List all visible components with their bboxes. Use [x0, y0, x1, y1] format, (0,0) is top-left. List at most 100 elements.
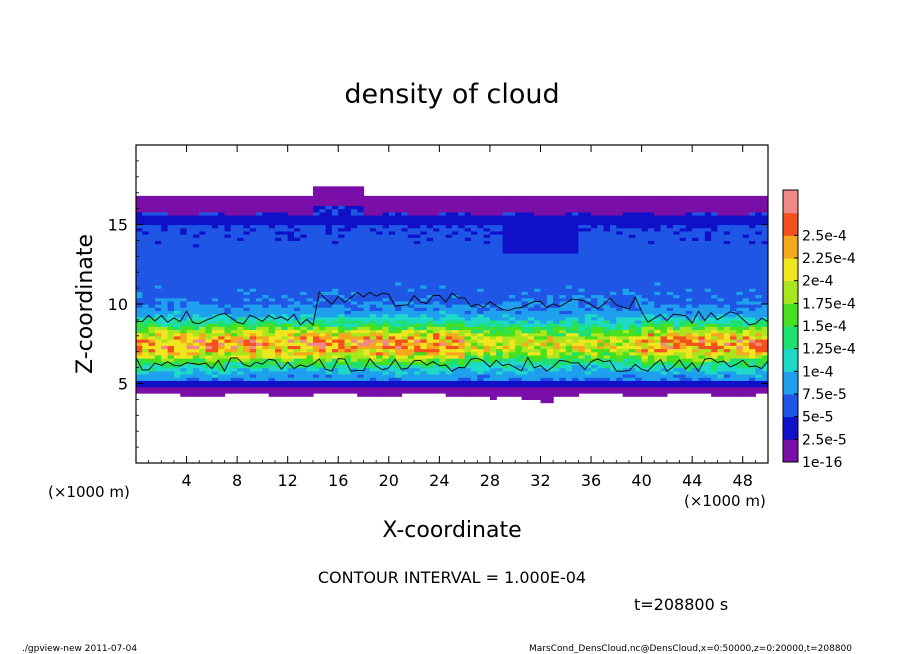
heat-cell — [186, 354, 194, 359]
heat-cell — [534, 272, 542, 276]
heat-cell — [167, 383, 175, 388]
heat-cell — [407, 208, 415, 213]
heat-cell — [420, 370, 428, 375]
heat-cell — [224, 377, 232, 381]
heat-cell — [211, 288, 219, 292]
heat-cell — [572, 234, 579, 238]
heat-cell — [470, 332, 478, 337]
heat-cell — [483, 262, 491, 267]
heat-cell — [211, 380, 219, 385]
heat-cell — [319, 243, 327, 248]
heat-cell — [376, 291, 384, 296]
heat-cell — [148, 265, 156, 270]
heat-cell — [426, 348, 434, 353]
heat-cell — [445, 224, 453, 229]
heat-cell — [445, 275, 453, 280]
heat-cell — [376, 348, 384, 353]
heat-cell — [325, 361, 333, 366]
heat-cell — [199, 288, 207, 292]
heat-cell — [420, 310, 428, 315]
heat-cell — [521, 230, 529, 235]
heat-cell — [572, 370, 579, 375]
heat-cell — [521, 323, 529, 327]
heat-cell — [199, 256, 207, 261]
heat-cell — [154, 297, 162, 302]
heat-cell — [534, 259, 542, 264]
heat-cell — [161, 218, 169, 222]
heat-cell — [319, 208, 327, 213]
heat-cell — [546, 386, 554, 391]
heat-cell — [508, 246, 516, 251]
heat-cell — [369, 240, 377, 245]
heat-cell — [622, 237, 630, 241]
heat-cell — [565, 380, 573, 385]
heat-cell — [591, 195, 598, 200]
heat-cell — [287, 275, 295, 280]
heat-cell — [154, 288, 162, 292]
heat-cell — [249, 291, 257, 296]
heat-cell — [154, 281, 162, 286]
heat-cell — [148, 370, 156, 375]
heat-cell — [167, 364, 175, 369]
heat-cell — [470, 367, 478, 372]
heat-cell — [211, 358, 219, 362]
heat-cell — [325, 319, 333, 324]
heat-cell — [338, 338, 346, 343]
heat-cell — [439, 288, 447, 292]
heat-cell — [458, 367, 466, 372]
heat-cell — [281, 288, 289, 292]
heat-cell — [439, 278, 447, 283]
heat-cell — [407, 348, 415, 353]
heat-cell — [452, 240, 459, 245]
heat-cell — [540, 361, 548, 366]
heat-cell — [483, 383, 491, 388]
heat-cell — [515, 351, 523, 356]
heat-cell — [603, 227, 611, 232]
heat-cell — [496, 342, 504, 346]
heat-cell — [458, 348, 466, 353]
heat-cell — [572, 249, 579, 254]
heat-cell — [306, 348, 314, 353]
heat-cell — [382, 278, 390, 283]
heat-cell — [407, 272, 415, 276]
heat-cell — [565, 358, 573, 362]
heat-cell — [395, 316, 403, 321]
heat-cell — [173, 380, 181, 385]
heat-cell — [180, 326, 188, 331]
heat-cell — [483, 335, 491, 340]
heat-cell — [287, 316, 295, 321]
heat-cell — [591, 319, 598, 324]
heat-cell — [325, 265, 333, 270]
heat-cell — [452, 288, 459, 292]
heat-cell — [559, 307, 567, 311]
heat-cell — [534, 262, 542, 267]
heat-cell — [249, 316, 257, 321]
heat-cell — [515, 316, 523, 321]
heat-cell — [616, 281, 624, 286]
heat-cell — [540, 358, 548, 362]
heat-cell — [275, 373, 282, 378]
heat-cell — [483, 380, 491, 385]
heat-cell — [496, 234, 504, 238]
heat-cell — [173, 329, 181, 334]
heat-cell — [622, 265, 630, 270]
heat-cell — [628, 323, 636, 327]
heat-cell — [502, 205, 510, 210]
heat-cell — [502, 345, 510, 350]
heat-cell — [211, 389, 219, 394]
heat-cell — [489, 351, 497, 356]
heat-cell — [382, 335, 390, 340]
heat-cell — [230, 335, 238, 340]
heat-cell — [597, 373, 605, 378]
heat-cell — [218, 313, 226, 318]
heat-cell — [420, 256, 428, 261]
heat-cell — [610, 281, 617, 286]
heat-cell — [508, 272, 516, 276]
heat-cell — [578, 288, 586, 292]
heat-cell — [452, 348, 459, 353]
heat-cell — [136, 224, 143, 229]
heat-cell — [597, 307, 605, 311]
heat-cell — [433, 304, 440, 308]
heat-cell — [376, 259, 384, 264]
heat-cell — [256, 348, 263, 353]
